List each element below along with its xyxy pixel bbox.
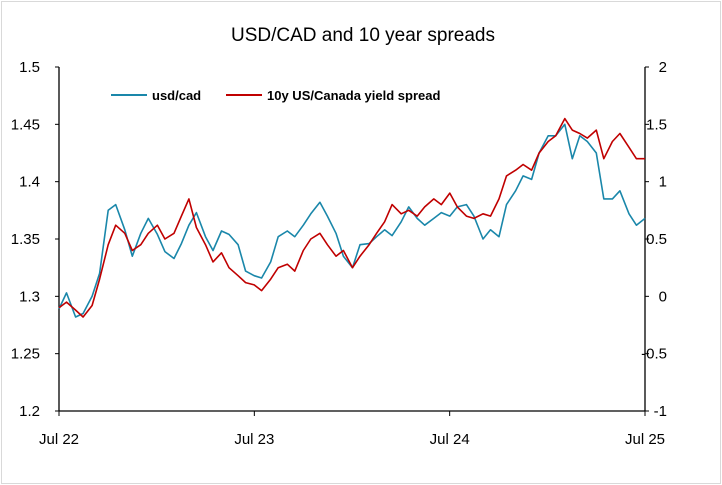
left-tick-label: 1.3 (19, 288, 40, 305)
left-tick-label: 1.4 (19, 174, 40, 191)
left-tick-label: 1.2 (19, 403, 40, 420)
right-tick-label: 0.5 (646, 231, 667, 248)
right-tick-label: -1 (654, 403, 667, 420)
right-tick-label: 2 (659, 59, 667, 76)
left-tick-label: 1.45 (11, 116, 40, 133)
series-layer (58, 117, 646, 318)
chart-title: USD/CAD and 10 year spreads (231, 25, 495, 46)
series-line-yield-spread (58, 117, 645, 318)
right-tick-label: 1 (659, 174, 667, 191)
x-tick-label: Jul 23 (234, 431, 274, 448)
legend-label: usd/cad (152, 88, 201, 103)
x-tick-label: Jul 22 (39, 431, 79, 448)
left-tick-label: 1.5 (19, 59, 40, 76)
x-tick-label: Jul 25 (625, 431, 665, 448)
left-tick-label: 1.25 (11, 346, 40, 363)
right-tick-label: 0 (659, 288, 667, 305)
legend-label: 10y US/Canada yield spread (267, 88, 440, 103)
x-tick-label: Jul 24 (430, 431, 470, 448)
axes: 1.2 1.25 1.3 1.35 1.4 1.45 1.5 -1 -0.5 0 0.5 1 1.5 2 J… (11, 59, 667, 448)
series-line-usd-cad (58, 123, 646, 318)
right-tick-label: 1.5 (646, 116, 667, 133)
right-tick-label: -0.5 (641, 346, 667, 363)
legend: usd/cad 10y US/Canada yield spread (111, 88, 440, 103)
left-tick-label: 1.35 (11, 231, 40, 248)
